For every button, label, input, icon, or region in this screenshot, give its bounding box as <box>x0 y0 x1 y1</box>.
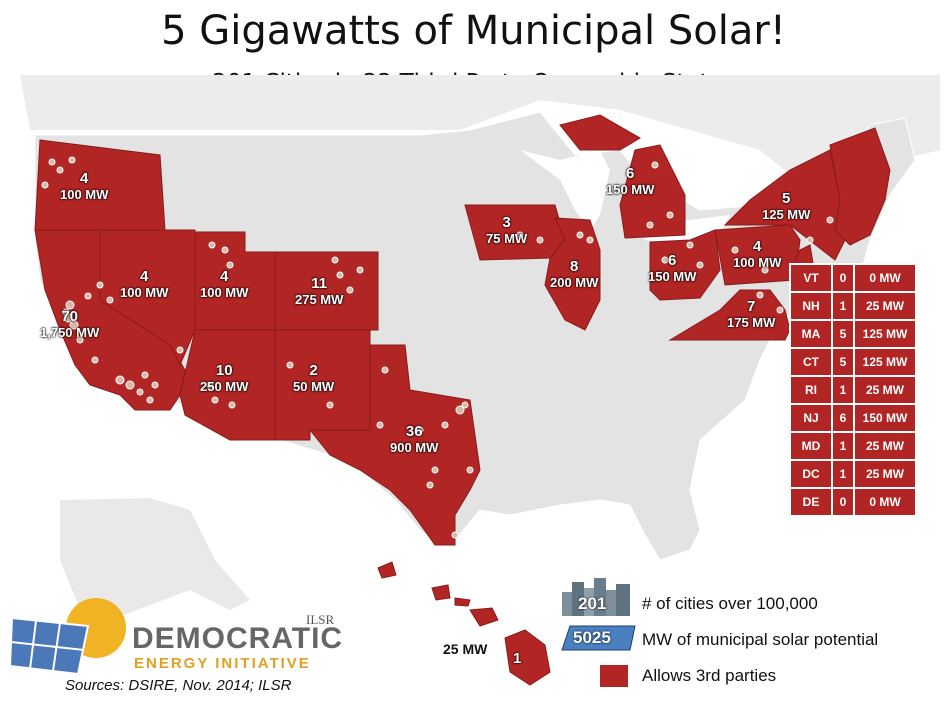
solar-panel-icon <box>561 625 636 651</box>
state-label-tx: 36 900 MW <box>390 423 439 455</box>
state-mi-upper <box>559 114 641 151</box>
table-cell-state: MA <box>789 319 833 349</box>
table-cell-state: NH <box>789 291 833 321</box>
table-row: CT 5 125 MW <box>789 347 917 377</box>
state-co <box>274 251 379 331</box>
table-cell-mw: 0 MW <box>853 263 917 293</box>
table-cell-state: VT <box>789 263 833 293</box>
table-cell-cities: 5 <box>831 347 855 377</box>
state-label-va: 7 175 MW <box>727 298 776 330</box>
state-hi-big <box>504 629 551 686</box>
table-cell-state: CT <box>789 347 833 377</box>
city-dots <box>41 156 834 539</box>
legend-third-party-swatch <box>600 665 628 687</box>
legend-cities-value: 201 <box>578 594 607 613</box>
table-row: NH 1 25 MW <box>789 291 917 321</box>
state-label-pa: 4 100 MW <box>733 238 782 270</box>
legend-cities-label: # of cities over 100,000 <box>642 594 818 613</box>
table-row: DC 1 25 MW <box>789 459 917 489</box>
logo-org: ILSR <box>306 612 335 627</box>
state-label-oh: 6 150 MW <box>648 252 697 284</box>
table-cell-cities: 1 <box>831 375 855 405</box>
state-label-mi: 6 150 MW <box>606 165 655 197</box>
state-hi-oahu <box>431 584 451 601</box>
state-nv <box>99 229 196 367</box>
state-hi-kauai <box>377 561 397 579</box>
table-cell-state: DE <box>789 487 833 517</box>
alaska <box>60 498 250 620</box>
table-cell-mw: 25 MW <box>853 431 917 461</box>
table-cell-cities: 1 <box>831 431 855 461</box>
table-cell-cities: 1 <box>831 291 855 321</box>
state-il <box>544 217 601 331</box>
table-cell-mw: 0 MW <box>853 487 917 517</box>
solar-panel-logo-icon <box>8 598 126 676</box>
state-label-hi-mw: 25 MW <box>443 641 488 657</box>
state-va <box>668 289 791 341</box>
state-label-ut: 4 100 MW <box>200 268 249 300</box>
table-cell-mw: 25 MW <box>853 459 917 489</box>
state-label-nm: 2 50 MW <box>293 362 335 394</box>
state-label-or: 4 100 MW <box>60 170 109 202</box>
state-oh <box>649 229 721 301</box>
table-cell-cities: 6 <box>831 403 855 433</box>
state-tx <box>308 344 481 546</box>
table-cell-mw: 25 MW <box>853 375 917 405</box>
city-skyline-icon <box>562 578 630 616</box>
table-cell-mw: 125 MW <box>853 319 917 349</box>
state-label-hi: 1 <box>513 650 522 667</box>
table-cell-mw: 150 MW <box>853 403 917 433</box>
logo-line2: ENERGY INITIATIVE <box>134 655 311 672</box>
table-row: MD 1 25 MW <box>789 431 917 461</box>
source-note: Sources: DSIRE, Nov. 2014; ILSR <box>65 677 292 694</box>
legend-third-party-label: Allows 3rd parties <box>642 666 777 685</box>
state-label-co: 11 275 MW <box>295 275 344 307</box>
legend-mw-label: MW of municipal solar potential <box>642 630 879 649</box>
logo-line1: DEMOCRATIC <box>132 622 344 655</box>
table-row: MA 5 125 MW <box>789 319 917 349</box>
table-cell-state: DC <box>789 459 833 489</box>
table-cell-state: MD <box>789 431 833 461</box>
third-party-states <box>34 114 891 686</box>
state-label-ia: 3 75 MW <box>486 214 528 246</box>
state-label-ca: 70 1,750 MW <box>40 308 100 340</box>
table-cell-state: NJ <box>789 403 833 433</box>
table-cell-state: RI <box>789 375 833 405</box>
table-cell-cities: 0 <box>831 263 855 293</box>
table-cell-cities: 0 <box>831 487 855 517</box>
state-hi-maui <box>469 607 499 627</box>
northeast-states-table: VT 0 0 MW NH 1 25 MW MA 5 125 MW CT 5 125 MW RI 1 25 M… <box>789 263 917 517</box>
table-row: VT 0 0 MW <box>789 263 917 293</box>
map-title: 5 Gigawatts of Municipal Solar! <box>161 8 786 54</box>
table-row: NJ 6 150 MW <box>789 403 917 433</box>
state-ne-states <box>829 127 891 246</box>
state-label-nv: 4 100 MW <box>120 268 169 300</box>
table-cell-cities: 5 <box>831 319 855 349</box>
table-row: RI 1 25 MW <box>789 375 917 405</box>
state-hi-molokai <box>454 597 471 607</box>
legend-mw-value: 5025 <box>573 628 611 647</box>
state-label-az: 10 250 MW <box>200 362 249 394</box>
table-cell-cities: 1 <box>831 459 855 489</box>
state-label-il: 8 200 MW <box>550 258 599 290</box>
table-row: DE 0 0 MW <box>789 487 917 517</box>
table-cell-mw: 25 MW <box>853 291 917 321</box>
state-label-ny: 5 125 MW <box>762 190 811 222</box>
table-cell-mw: 125 MW <box>853 347 917 377</box>
